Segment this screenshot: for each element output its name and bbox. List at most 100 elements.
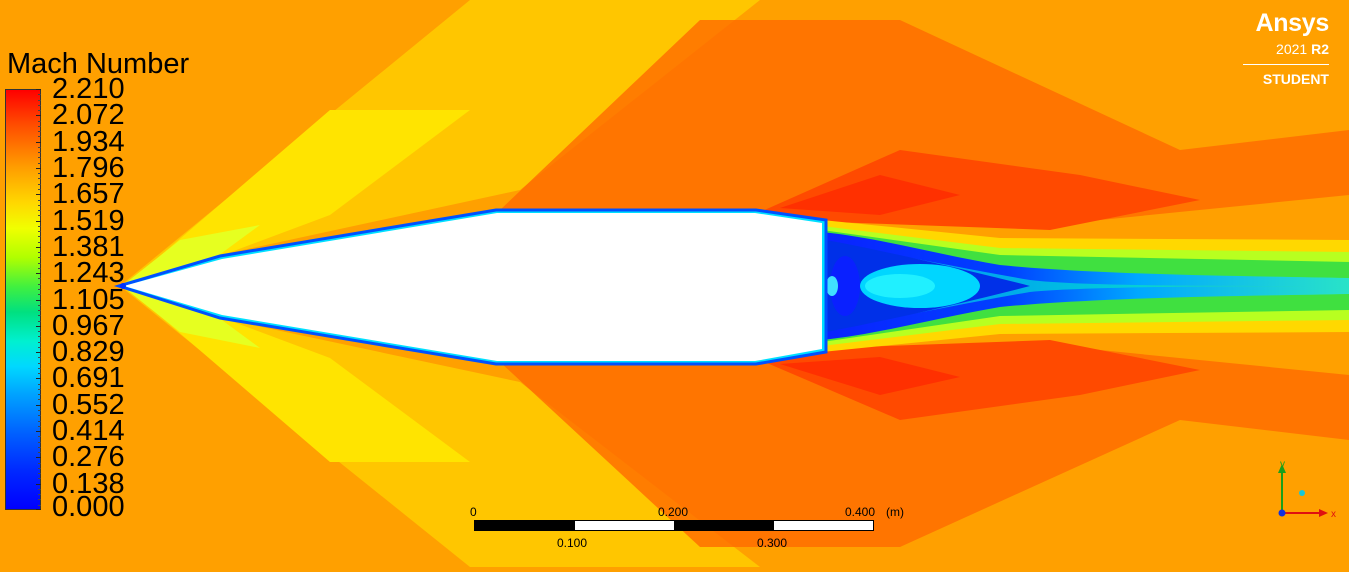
- colorbar-minor-tick: [38, 310, 41, 312]
- colorbar-minor-tick: [38, 410, 41, 411]
- legend-level-label: 1.796: [52, 151, 125, 184]
- colorbar-minor-tick: [38, 467, 41, 469]
- scale-segment: [574, 521, 674, 530]
- colorbar-minor-tick: [38, 183, 41, 185]
- colorbar-tick: [36, 167, 41, 169]
- legend-level-label: 2.210: [52, 73, 125, 105]
- colorbar-minor-tick: [38, 415, 41, 417]
- colorbar-minor-tick: [38, 288, 41, 290]
- colorbar-minor-tick: [38, 399, 41, 401]
- colorbar-minor-tick: [38, 362, 41, 364]
- colorbar-minor-tick: [38, 383, 41, 385]
- logo-name: Ansys: [1255, 9, 1329, 37]
- colorbar-tick: [36, 89, 41, 90]
- legend-level-label: 0.967: [52, 309, 125, 342]
- colorbar-minor-tick: [38, 162, 41, 164]
- colorbar-tick: [36, 246, 41, 248]
- colorbar-minor-tick: [38, 357, 41, 359]
- legend-level-label: 0.276: [52, 441, 125, 474]
- colorbar-minor-tick: [38, 315, 41, 317]
- colorbar-tick: [36, 457, 41, 459]
- expansion-region-lower: [500, 345, 1349, 547]
- colorbar-minor-tick: [38, 452, 41, 454]
- scale-label-0200: 0.200: [658, 505, 689, 519]
- scale-bar: [474, 520, 874, 531]
- colorbar-minor-tick: [38, 320, 41, 322]
- colorbar-tick: [36, 404, 41, 406]
- colorbar-minor-tick: [38, 278, 41, 280]
- colorbar-minor-tick: [38, 388, 41, 390]
- colorbar-minor-tick: [38, 488, 41, 490]
- colorbar-minor-tick: [38, 131, 41, 133]
- colorbar-minor-tick: [38, 336, 41, 338]
- colorbar-tick: [36, 509, 41, 510]
- color-bar: [5, 89, 41, 510]
- colorbar-minor-tick: [38, 304, 41, 306]
- colorbar-minor-tick: [38, 204, 41, 206]
- colorbar-minor-tick: [38, 267, 41, 269]
- colorbar-minor-tick: [38, 136, 41, 138]
- scale-segment: [674, 521, 774, 530]
- colorbar-minor-tick: [38, 120, 41, 122]
- colorbar-tick: [36, 220, 41, 222]
- colorbar-minor-tick: [38, 231, 41, 233]
- colorbar-tick: [36, 378, 41, 380]
- colorbar-minor-tick: [38, 241, 41, 243]
- legend-level-label: 1.243: [52, 257, 125, 290]
- colorbar-minor-tick: [38, 215, 41, 217]
- colorbar-minor-tick: [38, 252, 41, 254]
- colorbar-minor-tick: [38, 157, 41, 159]
- colorbar-minor-tick: [38, 283, 41, 285]
- logo-version-year: 2021: [1276, 41, 1308, 57]
- colorbar-minor-tick: [38, 104, 41, 106]
- y-axis-label: y: [1280, 459, 1285, 470]
- colorbar-minor-tick: [38, 110, 41, 112]
- colorbar-minor-tick: [38, 473, 41, 475]
- logo-version: 2021 R2: [1243, 40, 1329, 58]
- legend-level-label: 2.072: [52, 99, 125, 132]
- legend-level-label: 0.829: [52, 336, 125, 369]
- scale-unit: (m): [886, 505, 904, 519]
- colorbar-minor-tick: [38, 504, 41, 506]
- colorbar-tick: [36, 194, 41, 196]
- colorbar-minor-tick: [38, 346, 41, 348]
- colorbar-minor-tick: [38, 152, 41, 154]
- logo-version-release: R2: [1311, 41, 1329, 57]
- scale-segment: [773, 521, 873, 530]
- scale-label-0: 0: [470, 505, 477, 519]
- scale-segment: [475, 521, 575, 530]
- legend-level-label: 0.691: [52, 362, 125, 395]
- colorbar-minor-tick: [38, 146, 41, 148]
- logo-divider: [1243, 64, 1329, 65]
- colorbar-minor-tick: [38, 462, 41, 464]
- colorbar-minor-tick: [38, 188, 41, 190]
- colorbar-minor-tick: [38, 294, 41, 296]
- legend-level-label: 1.657: [52, 178, 125, 211]
- colorbar-minor-tick: [38, 420, 41, 422]
- colorbar-minor-tick: [38, 425, 41, 427]
- x-axis-label: x: [1331, 509, 1336, 520]
- colorbar-tick: [36, 115, 41, 117]
- legend-level-label: 0.552: [52, 388, 125, 421]
- colorbar-minor-tick: [38, 446, 41, 448]
- colorbar-tick: [36, 273, 41, 275]
- colorbar-minor-tick: [38, 262, 41, 264]
- colorbar-minor-tick: [38, 125, 41, 127]
- colorbar-minor-tick: [38, 331, 41, 333]
- colorbar-minor-tick: [38, 341, 41, 343]
- scale-label-0100: 0.100: [557, 536, 588, 550]
- colorbar-minor-tick: [38, 99, 41, 101]
- colorbar-tick: [36, 299, 41, 301]
- scale-label-0400: 0.400: [845, 505, 876, 519]
- colorbar-tick: [36, 483, 41, 485]
- legend-level-label: 1.519: [52, 204, 125, 237]
- colorbar-minor-tick: [38, 499, 41, 501]
- scale-label-0300: 0.300: [757, 536, 788, 550]
- axis-triad[interactable]: y x: [1265, 455, 1345, 525]
- ansys-logo: Ansys 2021 R2 STUDENT: [1243, 8, 1329, 88]
- colorbar-minor-tick: [38, 225, 41, 227]
- legend-title: Mach Number: [7, 48, 190, 80]
- legend-level-label: 1.934: [52, 125, 125, 158]
